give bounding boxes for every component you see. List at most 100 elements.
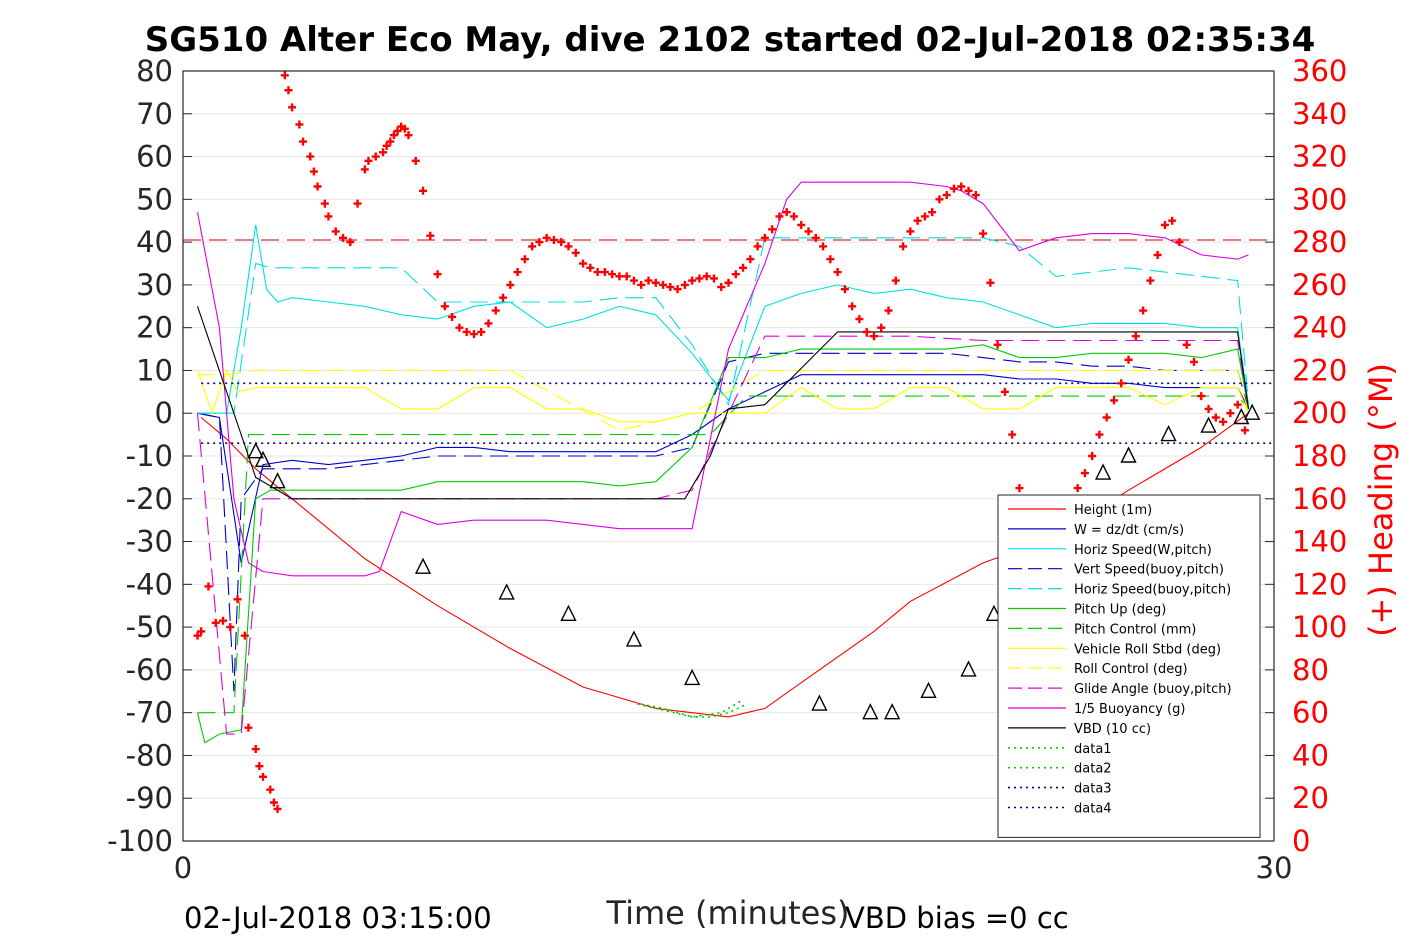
series-line-7 [196,368,1250,423]
series-line-9 [196,335,1250,735]
heading-point [789,212,798,221]
heading-point [702,272,711,281]
x-axis-label: Time (minutes) [606,894,850,932]
y-axis-right-label: (+) Heading (°M) [1362,363,1400,637]
time-marker [862,703,879,720]
time-marker [247,442,264,459]
heading-point [284,86,293,95]
heading-point [426,231,435,240]
y-tick-label: 0 [155,396,173,430]
heading-point [371,152,380,161]
legend-label: Pitch Up (deg) [1074,603,1166,618]
heading-point [608,270,617,279]
heading-point [233,595,242,604]
heading-point [920,212,929,221]
heading-point [1008,430,1017,439]
heading-point [615,272,624,281]
time-marker [625,630,643,647]
time-marker [1244,403,1261,420]
legend-label: W = dz/dt (cm/s) [1074,523,1184,538]
heading-point [295,120,304,129]
heading-point [346,238,355,247]
y-right-tick-label: 0 [1292,824,1310,858]
heading-point [804,227,813,236]
x-axis: 0 30 [174,851,1293,885]
y-right-tick-label: 100 [1292,610,1347,644]
time-marker [1160,425,1177,442]
heading-point [251,745,260,754]
heading-point [724,278,733,287]
heading-point [462,327,471,336]
heading-point [680,280,689,289]
heading-point [731,270,740,279]
heading-point [913,216,922,225]
legend-label: data2 [1074,762,1112,777]
series-line-1 [197,374,1249,564]
heading-point [935,195,944,204]
heading-point [288,103,297,112]
legend-label: Vert Speed(buoy,pitch) [1074,563,1224,578]
legend-label: Vehicle Roll Stbd (deg) [1074,642,1221,657]
y-right-tick-label: 260 [1292,268,1347,302]
heading-point [353,199,362,208]
heading-point [739,263,748,272]
heading-point [593,268,602,277]
y-right-tick-label: 40 [1292,738,1329,772]
heading-point [364,156,373,165]
legend-label: data4 [1074,802,1112,817]
heading-point [1240,426,1249,435]
time-marker [920,681,937,698]
legend-label: Height (1m) [1074,503,1152,518]
heading-point [469,330,478,339]
heading-point [1088,452,1097,460]
heading-point [1080,469,1089,478]
heading-point [1109,396,1118,405]
heading-point [811,233,820,242]
heading-point [942,191,951,200]
heading-point [797,221,806,229]
heading-point [848,302,857,311]
heading-point [197,627,206,636]
heading-point [273,804,282,813]
y-right-tick-label: 240 [1292,311,1347,345]
time-marker [1120,446,1137,463]
heading-point [542,233,551,242]
heading-point [389,131,398,140]
y-tick-label: -100 [107,824,173,858]
heading-point [520,255,529,264]
time-marker [269,472,286,489]
y-tick-label: -10 [126,439,173,473]
y-tick-label: 40 [136,225,173,259]
series-line-6 [197,395,1249,714]
time-marker [414,557,432,574]
y-right-tick-label: 360 [1292,54,1347,88]
heading-point [600,268,609,277]
heading-point [877,323,886,332]
axes-frame [182,70,1275,842]
heading-point [840,285,849,294]
heading-point [891,276,900,285]
time-marker [1200,416,1217,433]
heading-point [484,319,493,328]
heading-point [629,276,638,285]
heading-point [586,263,595,272]
y-right-tick-label: 140 [1292,525,1347,559]
heading-point [1233,400,1242,409]
heading-point [440,302,449,311]
heading-point [1204,404,1213,413]
heading-point [269,798,278,807]
y-tick-label: 50 [136,182,173,216]
heading-point [244,723,253,732]
series-line-2 [197,224,1250,414]
heading-point [717,283,726,292]
heading-point [1146,276,1155,285]
heading-point [826,255,835,264]
heading-point [1139,306,1148,315]
legend-label: VBD (10 cc) [1074,722,1151,737]
time-marker [560,604,577,621]
legend-label: Horiz Speed(W,pitch) [1074,543,1212,558]
heading-point [382,141,391,150]
heading-point [1226,409,1235,418]
y-axis-left: 80 70 60 50 40 30 20 10 0 -10 -20 -30 -40 -50 -60 -70 -8… [107,54,192,858]
